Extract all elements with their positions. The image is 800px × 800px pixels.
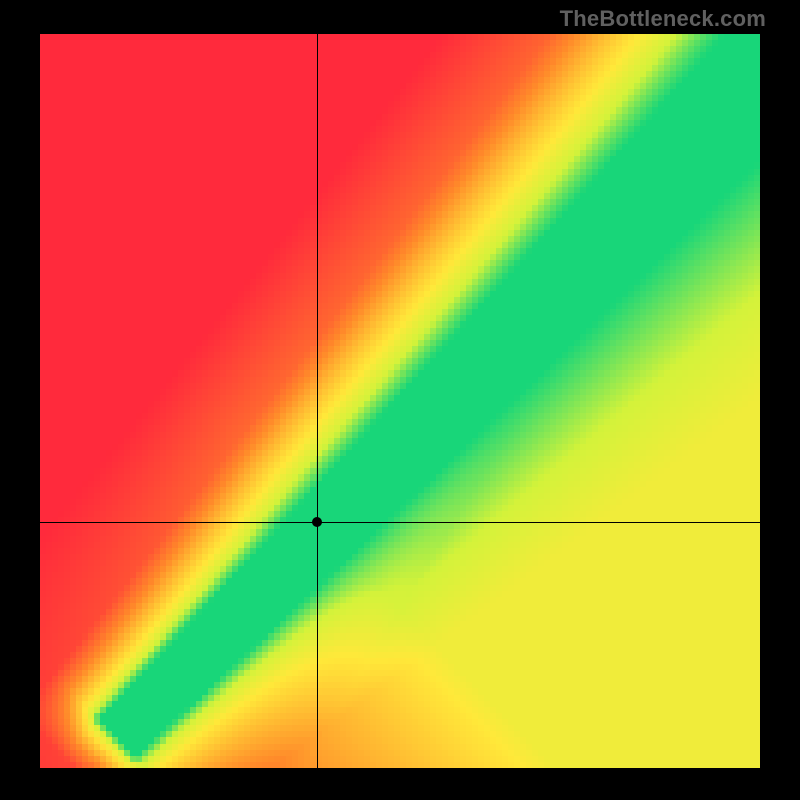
crosshair-vertical	[317, 34, 318, 768]
bottleneck-heatmap	[40, 34, 760, 768]
watermark-label: TheBottleneck.com	[560, 6, 766, 32]
crosshair-horizontal	[40, 522, 760, 523]
